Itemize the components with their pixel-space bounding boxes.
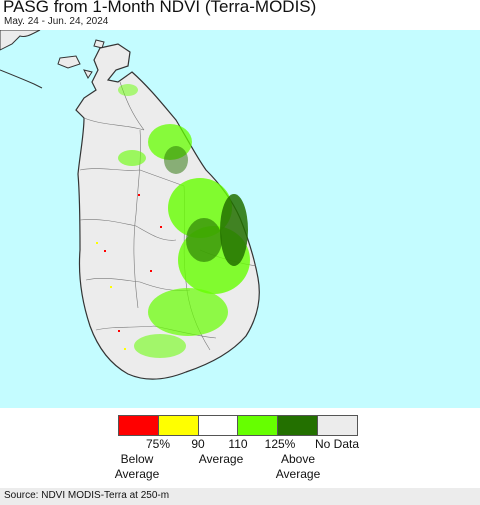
legend-tick-no-data: No Data	[314, 437, 360, 451]
legend-caption-below: Below Average	[114, 452, 160, 481]
india-coastline-detail	[0, 69, 43, 89]
above-average-areas	[118, 84, 250, 358]
legend-caption-average: Average	[198, 452, 244, 466]
legend-swatch-above-125	[278, 416, 319, 435]
india-coastline	[0, 30, 41, 51]
date-range: May. 24 - Jun. 24, 2024	[4, 16, 109, 27]
legend-tick-110: 110	[228, 437, 248, 451]
legend-tick-75: 75%	[145, 437, 171, 451]
below-average-pixels	[104, 194, 162, 332]
legend-swatch-90-110	[198, 416, 239, 435]
legend-bar	[118, 415, 358, 436]
footer: Source: NDVI MODIS-Terra at 250-m	[0, 488, 480, 505]
legend-caption-above: Above Average	[275, 452, 321, 481]
legend-tick-90: 90	[191, 437, 205, 451]
legend-swatch-110-125	[238, 416, 279, 435]
legend-swatch-75-90	[158, 416, 199, 435]
sri-lanka-map	[0, 30, 480, 408]
legend-tick-125: 125%	[264, 437, 296, 451]
map-title: PASG from 1-Month NDVI (Terra-MODIS)	[3, 0, 317, 16]
source-note: Source: NDVI MODIS-Terra at 250-m	[4, 490, 170, 501]
slightly-below-pixels	[96, 242, 126, 350]
legend-swatch-no-data	[318, 416, 357, 435]
legend-swatch-below-75	[119, 416, 159, 435]
